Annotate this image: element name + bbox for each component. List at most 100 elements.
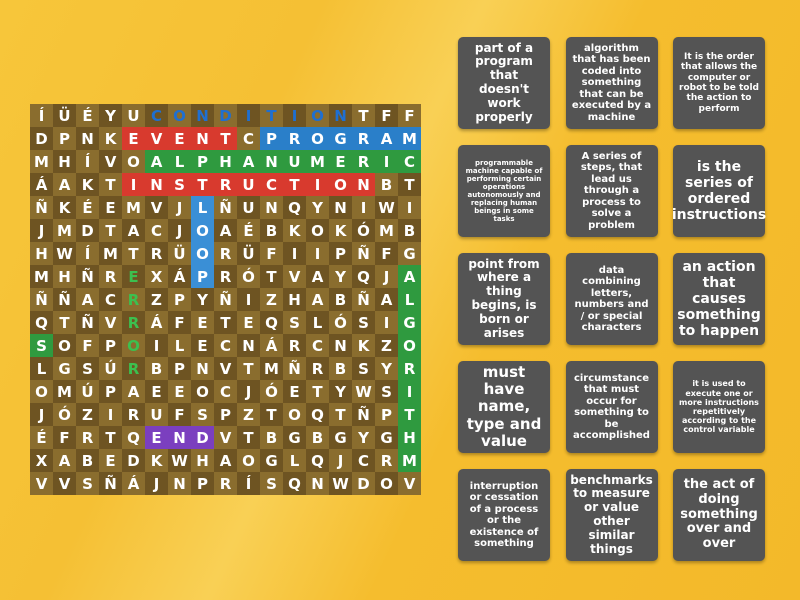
grid-letter[interactable]: H xyxy=(214,150,237,173)
grid-letter[interactable]: K xyxy=(76,173,99,196)
grid-letter[interactable]: T xyxy=(53,311,76,334)
grid-letter[interactable]: I xyxy=(237,104,260,127)
grid-letter[interactable]: R xyxy=(76,426,99,449)
grid-letter[interactable]: A xyxy=(76,288,99,311)
grid-letter[interactable]: T xyxy=(329,403,352,426)
grid-letter[interactable]: G xyxy=(398,242,421,265)
grid-letter[interactable]: Q xyxy=(122,426,145,449)
grid-letter[interactable]: B xyxy=(260,426,283,449)
grid-letter[interactable]: X xyxy=(30,449,53,472)
grid-letter[interactable]: R xyxy=(99,265,122,288)
grid-letter[interactable]: F xyxy=(375,104,398,127)
grid-letter[interactable]: Á xyxy=(30,173,53,196)
grid-letter[interactable]: D xyxy=(30,127,53,150)
grid-letter[interactable]: B xyxy=(398,219,421,242)
grid-letter[interactable]: A xyxy=(122,219,145,242)
grid-letter[interactable]: M xyxy=(398,449,421,472)
grid-letter[interactable]: E xyxy=(191,311,214,334)
grid-letter[interactable]: M xyxy=(30,265,53,288)
grid-letter[interactable]: O xyxy=(329,173,352,196)
grid-letter[interactable]: S xyxy=(30,334,53,357)
clue-card[interactable]: It is the order that allows the computer… xyxy=(673,37,765,129)
grid-letter[interactable]: E xyxy=(99,449,122,472)
grid-letter[interactable]: K xyxy=(53,196,76,219)
grid-letter[interactable]: T xyxy=(191,173,214,196)
grid-letter[interactable]: J xyxy=(237,380,260,403)
grid-letter[interactable]: J xyxy=(168,196,191,219)
grid-letter[interactable]: R xyxy=(214,265,237,288)
grid-letter[interactable]: A xyxy=(53,449,76,472)
grid-letter[interactable]: L xyxy=(398,288,421,311)
grid-letter[interactable]: P xyxy=(99,334,122,357)
grid-letter[interactable]: R xyxy=(283,334,306,357)
grid-letter[interactable]: M xyxy=(99,242,122,265)
grid-letter[interactable]: C xyxy=(306,334,329,357)
grid-letter[interactable]: F xyxy=(260,242,283,265)
clue-card[interactable]: the act of doing something over and over xyxy=(673,469,765,561)
clue-card[interactable]: is the series of ordered instructions xyxy=(672,145,766,237)
grid-letter[interactable]: A xyxy=(53,173,76,196)
grid-letter[interactable]: R xyxy=(122,403,145,426)
grid-letter[interactable]: Ú xyxy=(76,380,99,403)
grid-letter[interactable]: P xyxy=(260,127,283,150)
grid-letter[interactable]: R xyxy=(214,472,237,495)
grid-letter[interactable]: N xyxy=(76,127,99,150)
grid-letter[interactable]: A xyxy=(145,150,168,173)
grid-letter[interactable]: Á xyxy=(122,472,145,495)
grid-letter[interactable]: J xyxy=(168,219,191,242)
grid-letter[interactable]: Ñ xyxy=(352,242,375,265)
grid-letter[interactable]: R xyxy=(122,288,145,311)
grid-letter[interactable]: N xyxy=(260,196,283,219)
grid-letter[interactable]: N xyxy=(191,357,214,380)
grid-letter[interactable]: A xyxy=(398,265,421,288)
grid-letter[interactable]: J xyxy=(30,403,53,426)
grid-letter[interactable]: B xyxy=(375,173,398,196)
clue-card[interactable]: A series of steps, that lead us through … xyxy=(565,145,658,237)
grid-letter[interactable]: B xyxy=(145,357,168,380)
grid-letter[interactable]: A xyxy=(214,449,237,472)
grid-letter[interactable]: F xyxy=(53,426,76,449)
grid-letter[interactable]: I xyxy=(99,403,122,426)
grid-letter[interactable]: M xyxy=(398,127,421,150)
grid-letter[interactable]: Ñ xyxy=(352,288,375,311)
grid-letter[interactable]: Q xyxy=(306,449,329,472)
grid-letter[interactable]: Z xyxy=(260,288,283,311)
grid-letter[interactable]: W xyxy=(53,242,76,265)
grid-letter[interactable]: F xyxy=(76,334,99,357)
grid-letter[interactable]: N xyxy=(260,150,283,173)
grid-letter[interactable]: Y xyxy=(329,265,352,288)
grid-letter[interactable]: I xyxy=(283,242,306,265)
grid-letter[interactable]: S xyxy=(375,380,398,403)
grid-letter[interactable]: O xyxy=(306,104,329,127)
grid-letter[interactable]: N xyxy=(329,104,352,127)
grid-letter[interactable]: U xyxy=(122,104,145,127)
grid-letter[interactable]: V xyxy=(214,357,237,380)
grid-letter[interactable]: Q xyxy=(260,311,283,334)
grid-letter[interactable]: K xyxy=(352,334,375,357)
grid-letter[interactable]: T xyxy=(214,311,237,334)
grid-letter[interactable]: T xyxy=(260,104,283,127)
grid-letter[interactable]: S xyxy=(283,311,306,334)
grid-letter[interactable]: O xyxy=(306,219,329,242)
grid-letter[interactable]: V xyxy=(145,127,168,150)
grid-letter[interactable]: U xyxy=(145,403,168,426)
grid-letter[interactable]: S xyxy=(76,472,99,495)
grid-letter[interactable]: M xyxy=(260,357,283,380)
grid-letter[interactable]: E xyxy=(145,380,168,403)
grid-letter[interactable]: D xyxy=(352,472,375,495)
grid-letter[interactable]: V xyxy=(214,426,237,449)
grid-letter[interactable]: T xyxy=(306,380,329,403)
grid-letter[interactable]: R xyxy=(122,357,145,380)
grid-letter[interactable]: R xyxy=(306,357,329,380)
grid-letter[interactable]: I xyxy=(398,196,421,219)
grid-letter[interactable]: V xyxy=(99,311,122,334)
grid-letter[interactable]: A xyxy=(214,219,237,242)
grid-letter[interactable]: C xyxy=(260,173,283,196)
grid-letter[interactable]: K xyxy=(329,219,352,242)
grid-letter[interactable]: S xyxy=(352,357,375,380)
grid-letter[interactable]: Ú xyxy=(99,357,122,380)
grid-letter[interactable]: Ñ xyxy=(214,288,237,311)
grid-letter[interactable]: V xyxy=(283,265,306,288)
grid-letter[interactable]: E xyxy=(168,380,191,403)
grid-letter[interactable]: T xyxy=(398,173,421,196)
